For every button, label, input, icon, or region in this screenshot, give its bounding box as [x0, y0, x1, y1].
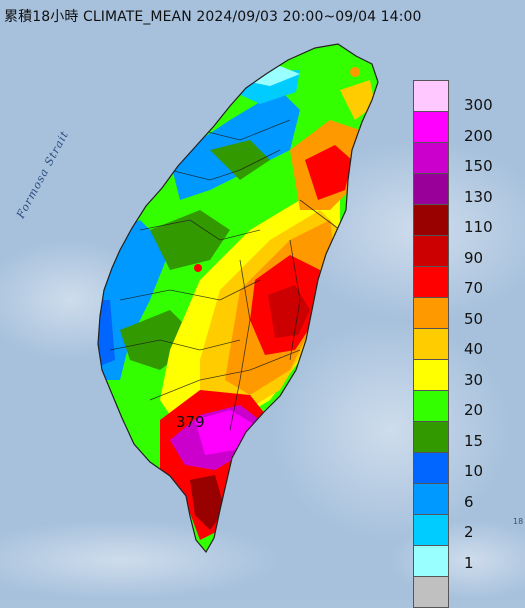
legend-swatch	[413, 576, 449, 608]
legend-swatch	[413, 483, 449, 514]
legend-label: 90	[464, 248, 484, 267]
legend-label: 130	[464, 187, 493, 206]
color-legend	[413, 80, 449, 608]
legend-swatch	[413, 266, 449, 297]
legend-label: 30	[464, 370, 484, 389]
legend-swatch	[413, 421, 449, 452]
legend-label: 150	[464, 157, 493, 175]
legend-swatch	[413, 545, 449, 576]
legend-swatch	[413, 142, 449, 173]
legend-swatch	[413, 235, 449, 266]
legend-swatch	[413, 173, 449, 204]
legend-label: 1	[464, 553, 474, 572]
legend-swatch	[413, 111, 449, 142]
legend-label: 2	[464, 523, 474, 541]
legend-swatch	[413, 452, 449, 483]
legend-swatch	[413, 328, 449, 359]
legend-swatch	[413, 80, 449, 111]
max-value-label: 379	[176, 413, 205, 431]
legend-swatch	[413, 359, 449, 390]
legend-label: 300	[464, 96, 493, 114]
map-title: 累積18小時 CLIMATE_MEAN 2024/09/03 20:00~09/…	[4, 9, 422, 25]
legend-label: 6	[464, 492, 474, 511]
legend-swatch	[413, 204, 449, 235]
legend-label: 10	[464, 462, 484, 480]
legend-label: 15	[464, 431, 484, 450]
corner-mark: 18	[513, 517, 524, 526]
legend-label: 200	[464, 126, 493, 145]
legend-label: 40	[464, 340, 484, 358]
cloud	[270, 320, 510, 540]
legend-label: 20	[464, 401, 484, 419]
legend-label: 110	[464, 218, 493, 236]
legend-label: 50	[464, 309, 484, 328]
cloud	[290, 140, 525, 320]
legend-label: 70	[464, 279, 484, 297]
legend-swatch	[413, 390, 449, 421]
legend-swatch	[413, 297, 449, 328]
legend-swatch	[413, 514, 449, 545]
